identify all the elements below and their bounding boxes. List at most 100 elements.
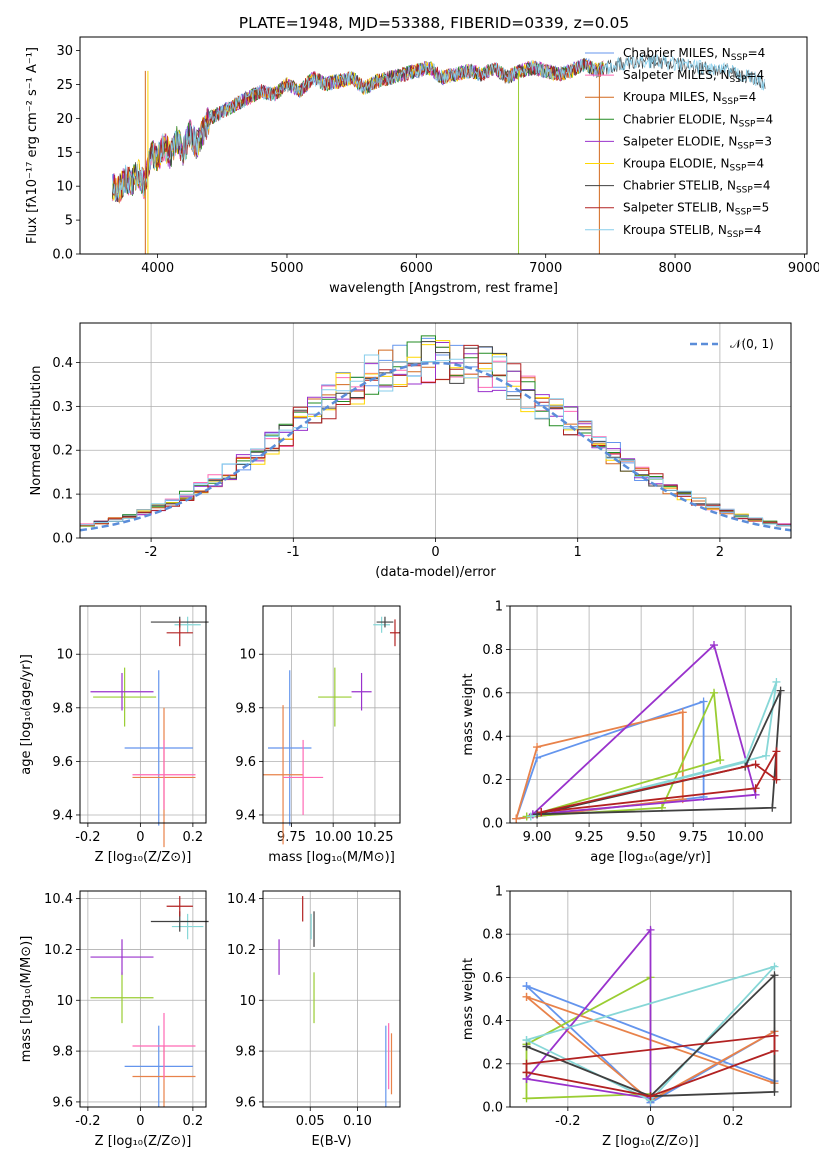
y-tick-label: 15 bbox=[56, 146, 73, 161]
x-tick-label: 5000 bbox=[270, 261, 303, 276]
mass-weight-point bbox=[522, 1068, 531, 1077]
legend-entry: 𝒩(0, 1) bbox=[730, 337, 774, 351]
y-tick-label: 0.2 bbox=[482, 1057, 503, 1072]
x-tick-label: 9.25 bbox=[575, 830, 604, 845]
y-tick-label: 0.2 bbox=[52, 444, 73, 459]
y-tick-label: 0.8 bbox=[482, 928, 503, 943]
y-axis-label: Normed distribution bbox=[29, 366, 44, 496]
mass-weight-series-4 bbox=[526, 964, 778, 1102]
y-tick-label: 0.4 bbox=[52, 356, 73, 371]
figure-title: PLATE=1948, MJD=53388, FIBERID=0339, z=0… bbox=[239, 14, 629, 32]
mass-weight-point bbox=[770, 1087, 779, 1096]
y-axis-label: mass [log₁₀(M/M⊙)] bbox=[19, 936, 34, 1063]
y-tick-label: 9.4 bbox=[235, 808, 256, 823]
mass-weight-point bbox=[522, 1059, 531, 1068]
x-tick-label: 7000 bbox=[529, 261, 562, 276]
y-tick-label: 25 bbox=[56, 78, 73, 93]
mass-weight-series-3 bbox=[532, 643, 757, 816]
y-axis-label: Flux [fλ10⁻¹⁷ erg cm⁻² s⁻¹ A⁻¹] bbox=[25, 47, 40, 244]
x-tick-label: 9.75 bbox=[277, 830, 306, 845]
mass-weight-point bbox=[716, 756, 725, 765]
mass-weight-series-6 bbox=[541, 747, 778, 813]
y-tick-label: 9.6 bbox=[52, 755, 73, 770]
y-tick-label: 10.4 bbox=[227, 892, 256, 907]
y-tick-label: 10 bbox=[239, 648, 256, 663]
y-tick-label: 0.0 bbox=[52, 532, 73, 547]
x-axis-label: age [log₁₀(age/yr)] bbox=[590, 850, 711, 865]
legend-entry: Chabrier MILES, NSSP=4 bbox=[623, 46, 765, 63]
axes-frame bbox=[262, 890, 401, 1108]
mass-weight-point bbox=[699, 697, 708, 706]
mass-weight-point bbox=[772, 677, 781, 686]
x-tick-label: -1 bbox=[287, 545, 300, 560]
y-tick-label: 0.4 bbox=[482, 730, 503, 745]
x-tick-label: 0 bbox=[136, 830, 144, 845]
y-tick-label: 5 bbox=[65, 214, 73, 229]
x-tick-label: 4000 bbox=[141, 261, 174, 276]
x-tick-label: 10.00 bbox=[727, 830, 764, 845]
axes-frame bbox=[509, 890, 792, 1108]
legend-entry: Kroupa STELIB, NSSP=4 bbox=[623, 223, 761, 240]
mass-weight-point bbox=[522, 992, 531, 1001]
axes-frame bbox=[79, 890, 207, 1108]
age-vs-z-panel: -0.2 0 0.2 9.4 9.6 9.8 10 Z [log₁₀(Z/Z⊙)] age [l… bbox=[19, 605, 209, 865]
x-tick-label: -0.2 bbox=[75, 1114, 100, 1129]
mass-weight-point bbox=[522, 982, 531, 991]
y-tick-label: 10 bbox=[239, 994, 256, 1009]
legend-entry: Chabrier ELODIE, NSSP=4 bbox=[623, 112, 773, 129]
y-tick-label: 30 bbox=[56, 44, 73, 59]
x-tick-label: 0.05 bbox=[296, 1114, 325, 1129]
residual-histogram-panel: -2 -1 0 1 2 0.0 0.1 0.2 0.3 0.4 (data-model)/error… bbox=[29, 322, 792, 580]
mass-weight-point bbox=[776, 686, 785, 695]
mass-weight-point bbox=[770, 1031, 779, 1040]
histogram-series-5 bbox=[80, 340, 791, 527]
x-axis-label: Z [log₁₀(Z/Z⊙)] bbox=[602, 1134, 699, 1149]
x-axis-label: Z [log₁₀(Z/Z⊙)] bbox=[95, 1134, 192, 1149]
mass-weight-point bbox=[772, 775, 781, 784]
mass-weight-point bbox=[770, 971, 779, 980]
x-tick-label: 9.50 bbox=[627, 830, 656, 845]
y-axis-label: mass weight bbox=[461, 673, 476, 755]
x-axis-label: mass [log₁₀(M/M⊙)] bbox=[268, 850, 395, 865]
axes-frame bbox=[262, 605, 401, 824]
x-tick-label: 0 bbox=[646, 1114, 654, 1129]
y-tick-label: 0.0 bbox=[52, 248, 73, 263]
mass-weight-point bbox=[751, 784, 760, 793]
mass-weight-point bbox=[772, 747, 781, 756]
mass-weight-point bbox=[646, 1092, 655, 1101]
axes-frame bbox=[79, 36, 808, 255]
x-tick-label: 0.2 bbox=[723, 1114, 744, 1129]
y-tick-label: 10.2 bbox=[44, 943, 73, 958]
x-tick-label: 9.00 bbox=[523, 830, 552, 845]
mass-weight-point bbox=[762, 751, 771, 760]
mass-weight-point bbox=[522, 1094, 531, 1103]
spectrum-series-8 bbox=[111, 54, 766, 201]
x-tick-label: 9000 bbox=[788, 261, 819, 276]
y-tick-label: 0.1 bbox=[52, 488, 73, 503]
y-tick-label: 10 bbox=[56, 180, 73, 195]
mass-weight-point bbox=[646, 925, 655, 934]
y-tick-label: 9.8 bbox=[52, 1045, 73, 1060]
x-tick-label: -2 bbox=[145, 545, 158, 560]
mass-weight-point bbox=[709, 641, 718, 650]
x-tick-label: 10.25 bbox=[356, 830, 393, 845]
x-tick-label: 10.00 bbox=[315, 830, 352, 845]
x-tick-label: 0 bbox=[431, 545, 439, 560]
y-tick-label: 0.2 bbox=[482, 773, 503, 788]
age-vs-mass-panel: 9.75 10.00 10.25 9.4 9.6 9.8 10 mass [log₁₀(M/M… bbox=[235, 605, 401, 865]
y-tick-label: 1 bbox=[495, 885, 503, 900]
y-axis-label: age [log₁₀(age/yr)] bbox=[19, 654, 34, 775]
mass-weight-vs-z-panel: -0.2 0 0.2 0.0 0.2 0.4 0.6 0.8 1 Z [log₁₀(Z/Z⊙)] m… bbox=[461, 885, 792, 1149]
x-tick-label: 2 bbox=[716, 545, 724, 560]
y-tick-label: 10.2 bbox=[227, 943, 256, 958]
x-tick-label: 0.10 bbox=[343, 1114, 372, 1129]
y-tick-label: 0.0 bbox=[482, 1101, 503, 1116]
x-tick-label: 0 bbox=[136, 1114, 144, 1129]
y-tick-label: 9.8 bbox=[235, 1045, 256, 1060]
mass-vs-ebv-panel: 0.05 0.10 9.6 9.8 10 10.2 10.4 E(B-V) bbox=[227, 890, 401, 1149]
x-tick-label: 1 bbox=[574, 545, 582, 560]
x-tick-label: 0.2 bbox=[183, 1114, 204, 1129]
mass-weight-point bbox=[751, 760, 760, 769]
y-tick-label: 9.8 bbox=[52, 701, 73, 716]
x-tick-label: 0.2 bbox=[183, 830, 204, 845]
